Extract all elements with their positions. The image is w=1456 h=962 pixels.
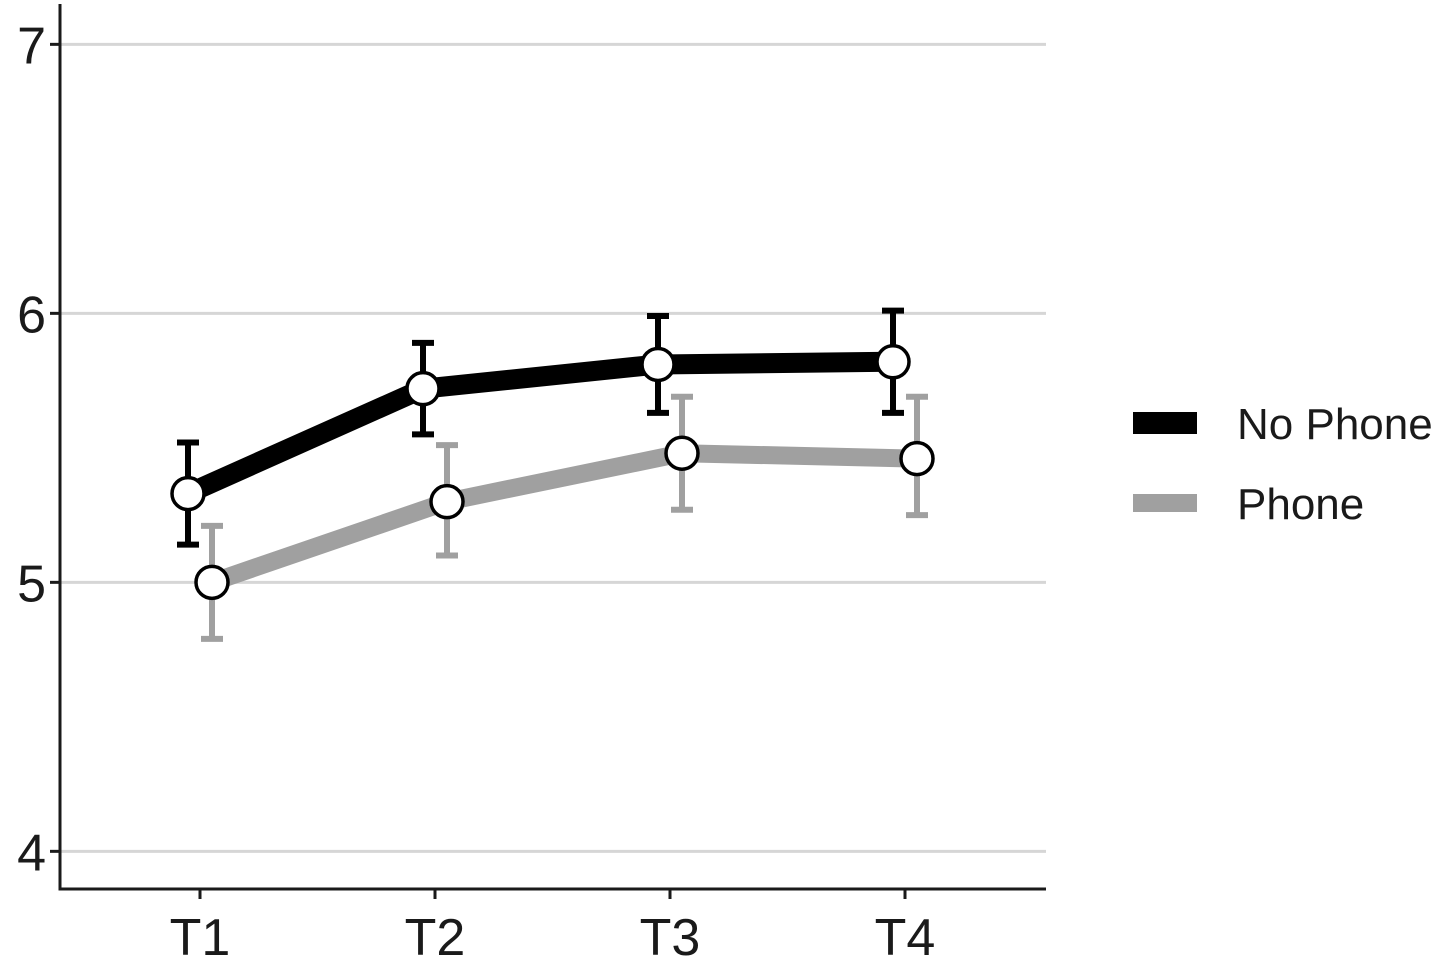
legend-item: Phone xyxy=(1133,480,1364,529)
x-tick-label: T3 xyxy=(640,909,701,962)
data-point xyxy=(194,564,230,601)
y-tick-label: 6 xyxy=(17,286,46,344)
gridlines xyxy=(60,42,1046,853)
data-point xyxy=(664,435,700,471)
data-point xyxy=(429,483,465,520)
y-tick-label: 7 xyxy=(17,17,46,75)
x-tick-label: T1 xyxy=(170,909,231,962)
y-tick-label: 4 xyxy=(17,824,46,882)
data-point xyxy=(899,440,935,477)
series-line xyxy=(183,351,894,503)
y-tick-label: 5 xyxy=(17,555,46,613)
legend-label: No Phone xyxy=(1237,400,1433,449)
data-point xyxy=(170,475,206,512)
data-point xyxy=(640,346,676,383)
data-point xyxy=(875,344,911,380)
axes: 4 5 6 7 T1 T2 T3 T4 xyxy=(17,4,1046,962)
series-no-phone xyxy=(170,307,911,548)
legend-label: Phone xyxy=(1237,480,1364,529)
data-point xyxy=(405,370,441,407)
series-line xyxy=(209,444,918,591)
series-phone xyxy=(194,393,935,642)
series-layer xyxy=(170,307,935,642)
x-tick-label: T4 xyxy=(875,909,936,962)
x-tick-label: T2 xyxy=(405,909,466,962)
legend: No Phone Phone xyxy=(1133,400,1433,529)
legend-item: No Phone xyxy=(1133,400,1433,449)
